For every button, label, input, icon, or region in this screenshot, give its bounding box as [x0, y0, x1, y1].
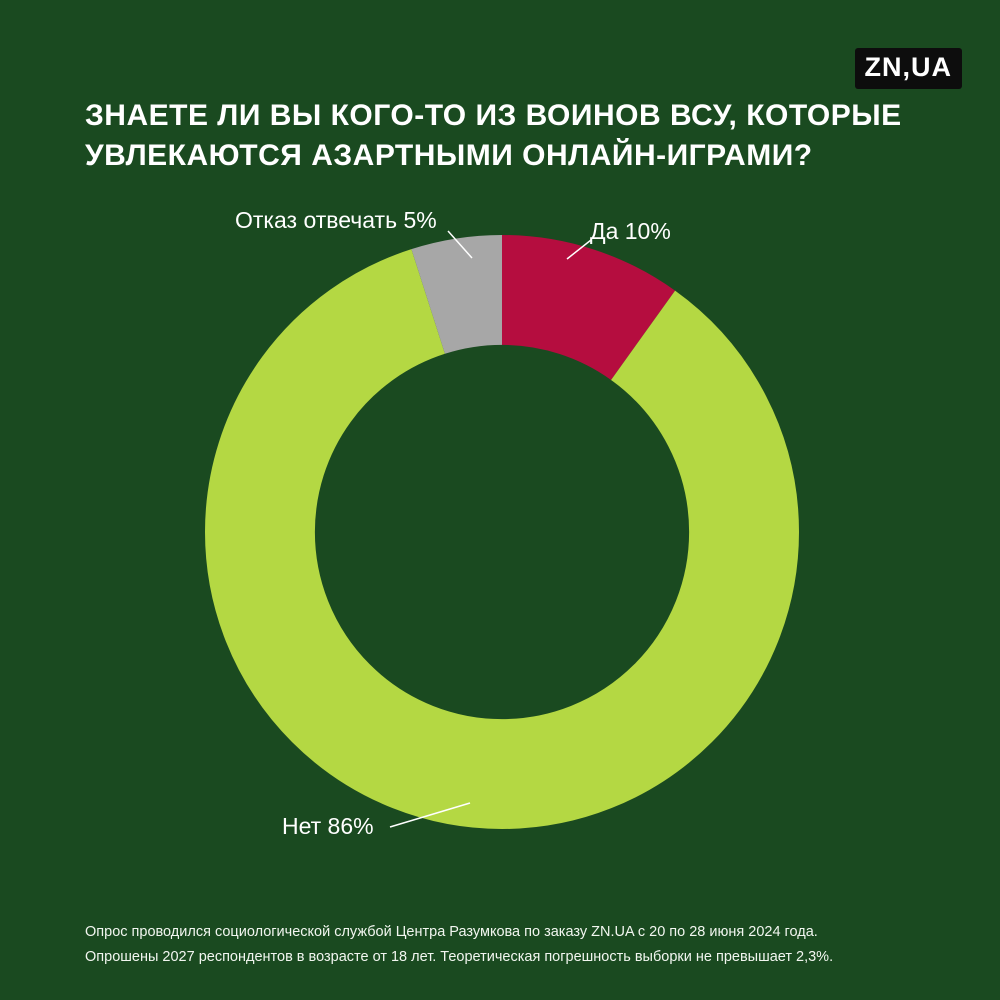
- footnote-line-1: Опрос проводился социологической службой…: [85, 924, 818, 940]
- footnote-line-2: Опрошены 2027 респондентов в возрасте от…: [85, 949, 834, 966]
- chart-title: ЗНАЕТЕ ЛИ ВЫ КОГО-ТО ИЗ ВОИНОВ ВСУ, КОТО…: [85, 99, 902, 172]
- slice-label-yes: Да 10%: [590, 218, 671, 244]
- leader-line-yes: [566, 239, 592, 260]
- slice-label-no: Нет 86%: [282, 813, 374, 839]
- footnote: Опрос проводился социологической службой…: [85, 920, 945, 971]
- leader-line-refuse: [447, 230, 473, 259]
- znua-logo: ZN,UA: [854, 48, 962, 89]
- slice-label-refuse-to-answer: Отказ отвечать 5%: [235, 207, 437, 233]
- donut-slice-Нет: [205, 235, 799, 829]
- donut-slice-Отказ отвечать: [205, 235, 799, 829]
- leader-line-no: [389, 802, 471, 828]
